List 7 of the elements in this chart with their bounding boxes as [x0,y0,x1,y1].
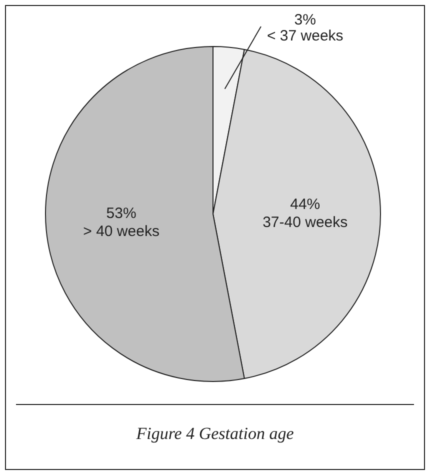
slice-label: < 37 weeks [266,28,344,45]
data-label: 44% [290,196,320,214]
text: Figure 4 Gestation age [135,424,295,444]
data-label: 3% [294,12,316,29]
data-label: 53% [106,204,136,222]
slice-label: 37-40 weeks [262,214,348,232]
slice-label: > 40 weeks [83,222,160,240]
